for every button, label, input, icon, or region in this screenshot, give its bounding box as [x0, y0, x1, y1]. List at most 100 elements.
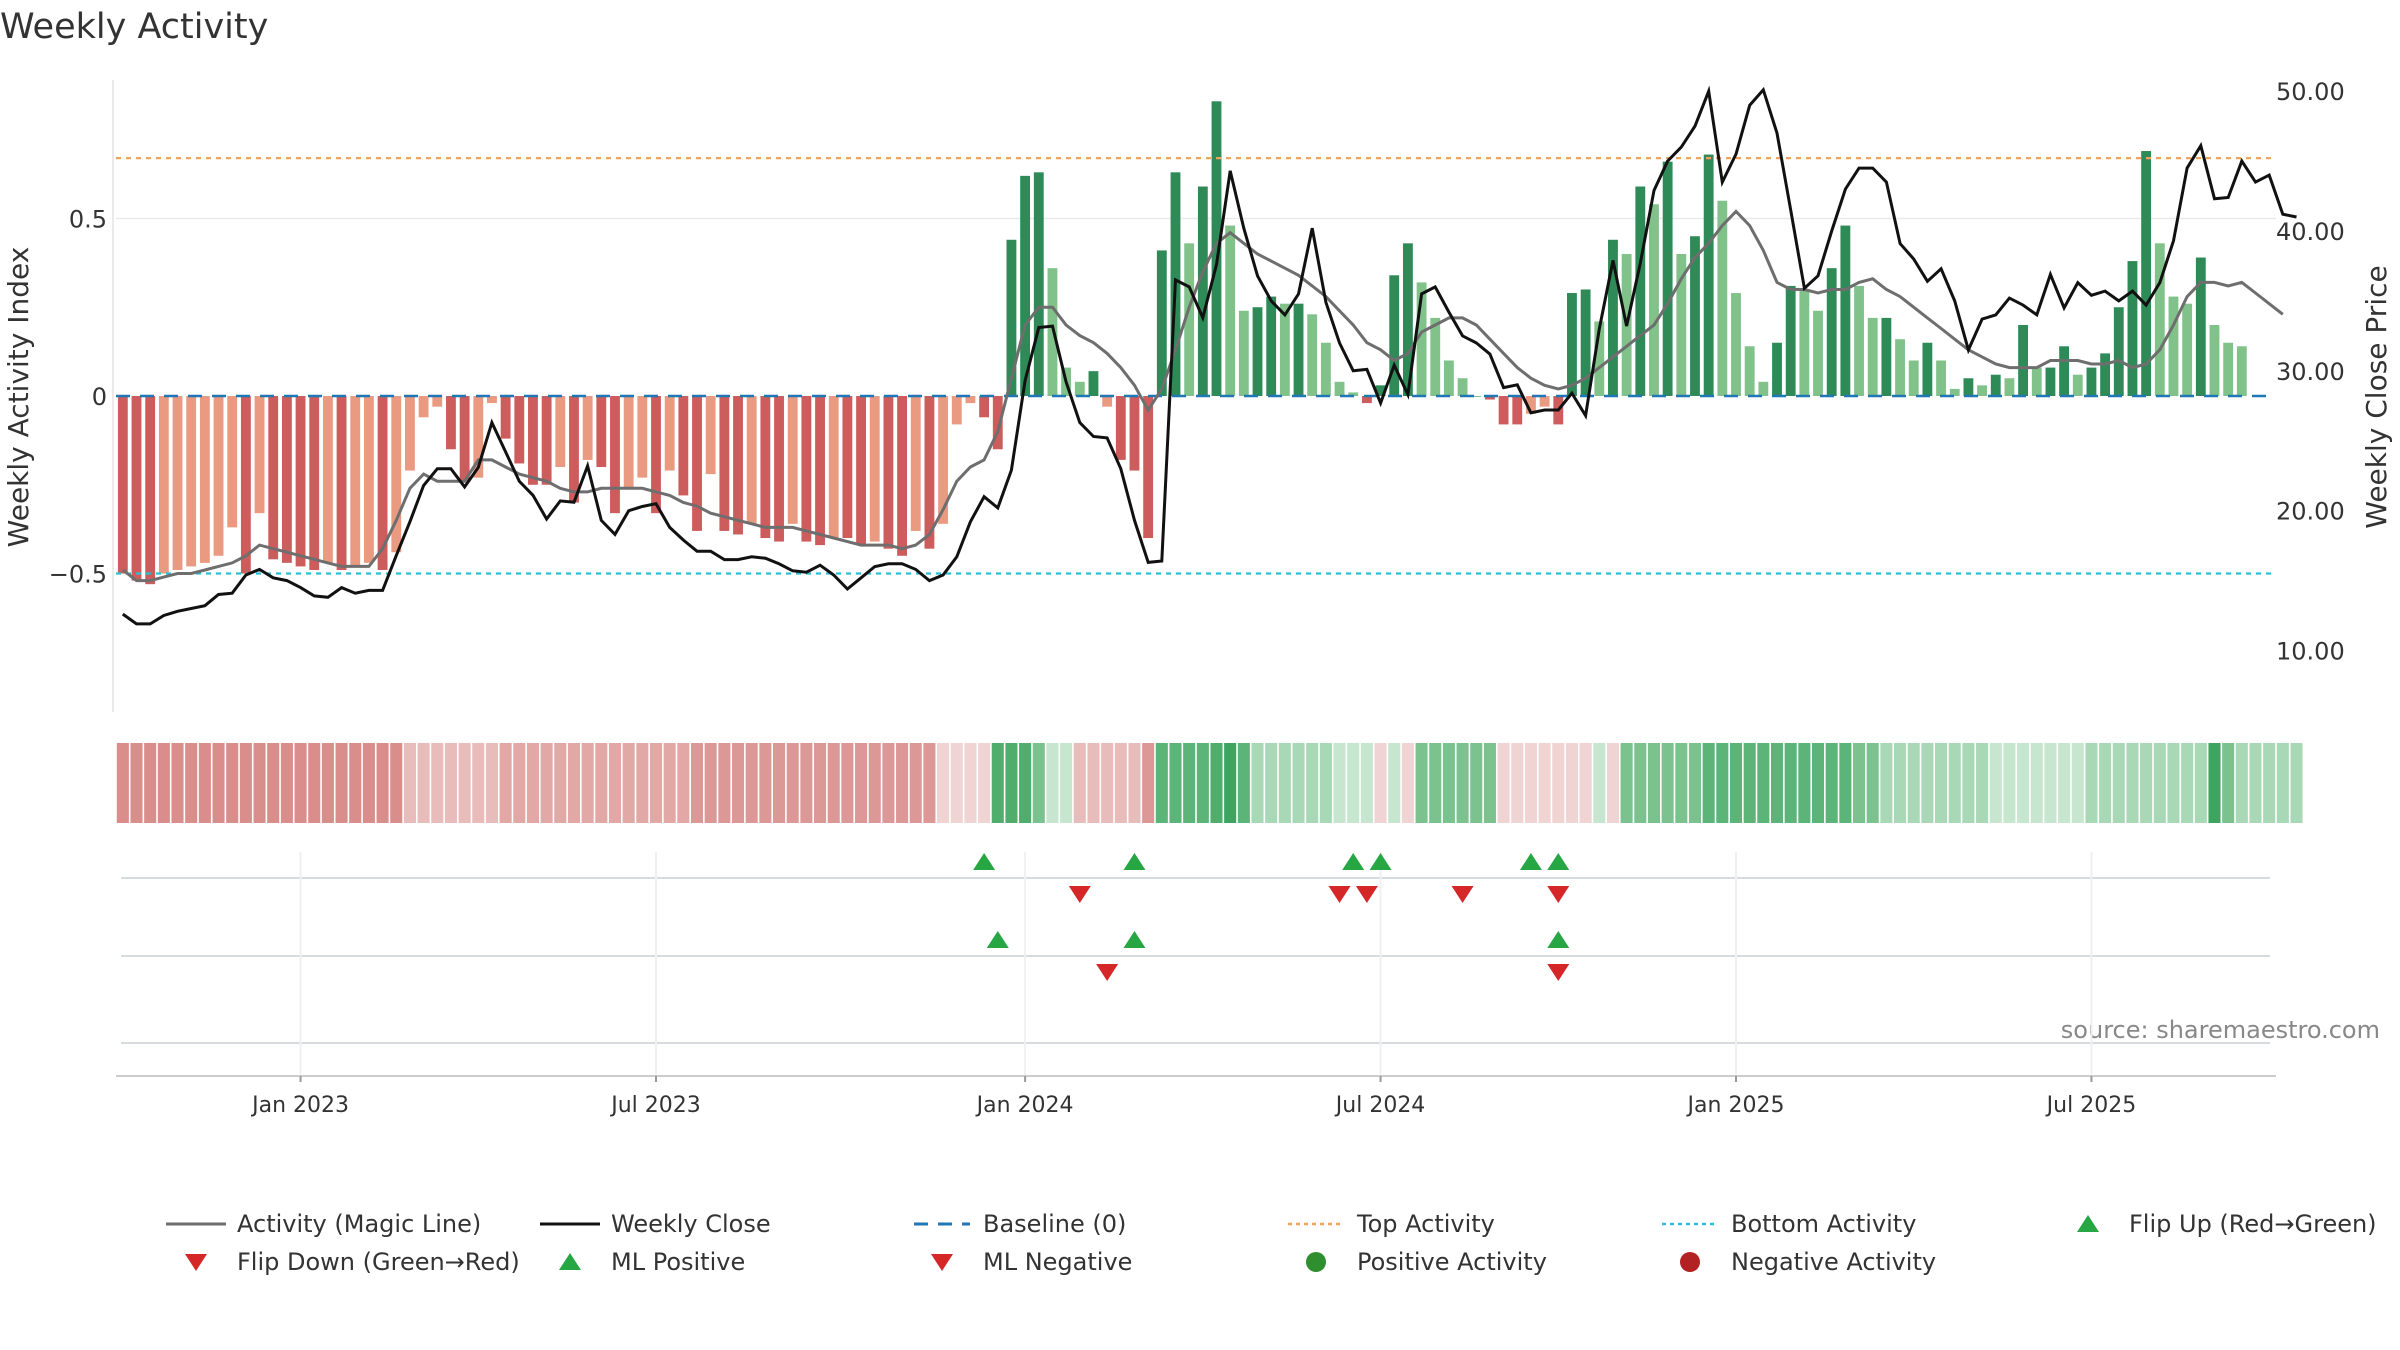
strip-cell [1456, 743, 1469, 823]
activity-bar [2223, 342, 2234, 396]
activity-bar [295, 396, 306, 567]
strip-cell [417, 743, 430, 823]
activity-bar [719, 396, 730, 531]
y-tick-label: 0 [92, 383, 107, 411]
activity-bar [2195, 257, 2206, 396]
strip-cell [2208, 743, 2221, 823]
strip-cell [1866, 743, 1879, 823]
activity-bar [1785, 285, 1796, 396]
ml-negative-marker [1096, 964, 1119, 981]
strip-cell [1593, 743, 1606, 823]
activity-bar [459, 396, 470, 482]
strip-cell [390, 743, 403, 823]
strip-cell [1333, 743, 1346, 823]
strip-cell [1360, 743, 1373, 823]
strip-cell [1948, 743, 1961, 823]
activity-bar [1115, 396, 1126, 460]
strip-cell [608, 743, 622, 823]
strip-cell [513, 743, 526, 823]
activity-bar [336, 396, 347, 570]
strip-cell [704, 743, 717, 823]
strip-cell [116, 743, 129, 823]
activity-bar [432, 396, 443, 407]
activity-bar [1279, 303, 1290, 396]
strip-cell [2167, 743, 2180, 823]
strip-cell [1470, 743, 1483, 823]
flip-down-marker [1328, 886, 1351, 903]
activity-bar [1854, 285, 1864, 396]
strip-cell [1019, 743, 1032, 823]
strip-cell [130, 743, 143, 823]
strip-cell [1415, 743, 1428, 823]
strip-cell [1032, 743, 1045, 823]
ml-positive-marker [1547, 931, 1570, 948]
strip-cell [294, 743, 307, 823]
activity-bar [1348, 392, 1359, 396]
strip-cell [773, 743, 786, 823]
strip-cell [1839, 743, 1852, 823]
strip-cell [1688, 743, 1702, 823]
activity-bar [1867, 317, 1878, 396]
flip-up-marker [1123, 853, 1146, 870]
activity-bar [1416, 282, 1427, 396]
strip-cell [1565, 743, 1578, 823]
activity-bar [1238, 310, 1249, 396]
legend-label: ML Negative [983, 1248, 1132, 1276]
legend-item: Flip Up (Red→Green) [2077, 1210, 2377, 1238]
strip-cell [690, 743, 704, 823]
legend-label: Negative Activity [1731, 1248, 1936, 1276]
activity-bar [268, 396, 279, 560]
strip-cell [1483, 743, 1496, 823]
activity-bar [760, 396, 771, 539]
activity-bar [1361, 396, 1372, 404]
strip-cell [403, 743, 416, 823]
strip-cell [964, 743, 977, 823]
x-tick-label: Jan 2024 [975, 1093, 1074, 1118]
activity-bar [746, 396, 757, 524]
legend-swatch [931, 1254, 953, 1271]
activity-bar [637, 396, 648, 478]
activity-bar [1033, 172, 1044, 396]
activity-bar [1020, 175, 1031, 396]
strip-cell [2140, 743, 2153, 823]
strip-cell [882, 743, 895, 823]
activity-bar [596, 396, 607, 468]
strip-cell [1661, 743, 1674, 823]
activity-bar [1512, 396, 1523, 425]
activity-bar [350, 396, 361, 567]
strip-cell [458, 743, 471, 823]
strip-cell [636, 743, 649, 823]
activity-bar [363, 396, 374, 563]
activity-bar [1580, 289, 1591, 396]
strip-cell [362, 743, 375, 823]
strip-cell [1374, 743, 1387, 823]
strip-cell [1005, 743, 1018, 823]
activity-bar [227, 396, 238, 528]
legend-label: Top Activity [1356, 1210, 1495, 1238]
activity-bar [1539, 396, 1550, 407]
activity-bar [322, 396, 333, 563]
strip-cell [1388, 743, 1401, 823]
legend-label: Flip Down (Green→Red) [237, 1248, 520, 1276]
activity-bar [2045, 367, 2056, 396]
activity-bar [2072, 374, 2083, 396]
strip-cell [1989, 743, 2002, 823]
activity-bar [1922, 342, 1933, 396]
activity-bar [1225, 225, 1236, 396]
activity-bar [487, 396, 497, 404]
strip-cell [1853, 743, 1866, 823]
activity-bar [623, 396, 634, 489]
strip-cell [731, 743, 745, 823]
x-tick-label: Jan 2025 [1686, 1093, 1785, 1118]
strip-cell [431, 743, 444, 823]
strip-cell [991, 743, 1004, 823]
strip-cell [896, 743, 909, 823]
strip-cell [2017, 743, 2030, 823]
activity-bar [1990, 374, 2001, 396]
strip-cell [2044, 743, 2057, 823]
strip-cell [1128, 743, 1141, 823]
strip-cell [335, 743, 348, 823]
activity-bar [2086, 367, 2097, 396]
legend-swatch [185, 1254, 207, 1271]
strip-cell [1935, 743, 1948, 823]
